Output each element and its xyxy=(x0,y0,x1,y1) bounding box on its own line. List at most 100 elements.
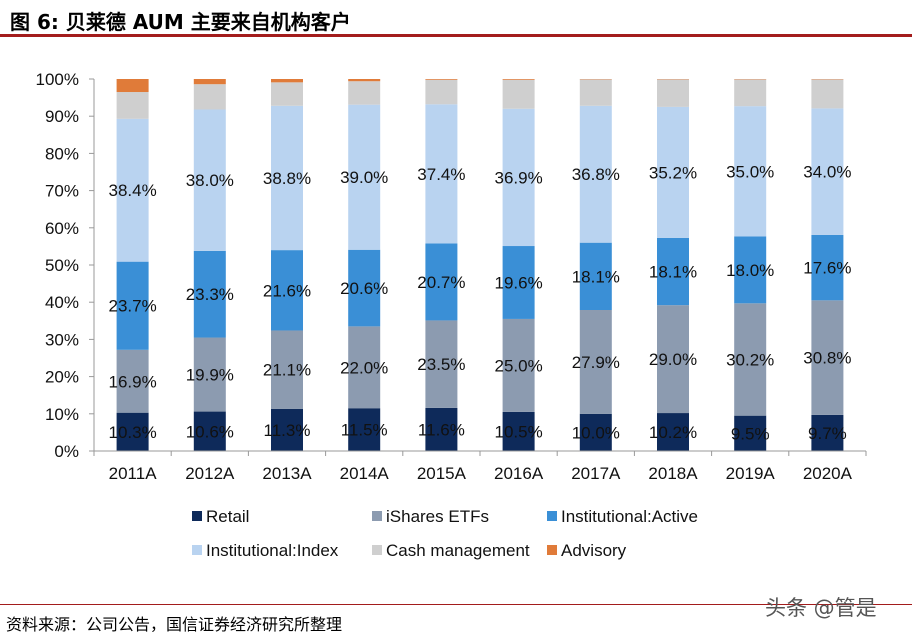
bar-segment-inst_active-2016A xyxy=(502,246,535,319)
data-label-inst_active-2018A: 18.1% xyxy=(649,263,697,282)
data-label-ishares-2017A: 27.9% xyxy=(572,353,620,372)
data-label-inst_active-2016A: 19.6% xyxy=(494,273,542,292)
bar-segment-retail-2013A xyxy=(271,408,303,451)
y-tick-label: 10% xyxy=(45,405,79,424)
y-tick-label: 80% xyxy=(45,144,79,163)
footer-rule xyxy=(0,604,912,605)
bar-segment-inst_active-2011A xyxy=(116,261,149,350)
watermark: 头条 @管是 xyxy=(765,596,877,620)
bar-segment-inst_active-2020A xyxy=(811,234,844,301)
legend: Retail iShares ETFs Institutional:Active In… xyxy=(192,507,698,560)
bar-segment-inst_active-2017A xyxy=(579,242,612,311)
bar-segment-retail-2015A xyxy=(425,407,458,451)
legend-swatch-advisory xyxy=(547,545,557,555)
bar-segment-ishares-2011A xyxy=(116,349,149,413)
bar-segment-inst_index-2012A xyxy=(193,109,226,251)
legend-swatch-inst_active xyxy=(547,511,557,521)
bar-segment-inst_active-2018A xyxy=(657,237,689,306)
bar-segment-inst_index-2018A xyxy=(657,106,689,238)
bar-segment-advisory-2016A xyxy=(502,79,535,80)
data-label-ishares-2016A: 25.0% xyxy=(494,356,542,375)
data-label-inst_index-2020A: 34.0% xyxy=(803,163,851,182)
bar-segment-ishares-2019A xyxy=(734,303,767,416)
data-label-inst_index-2017A: 36.8% xyxy=(572,165,620,184)
y-tick-label: 0% xyxy=(54,442,79,461)
bar-segment-retail-2017A xyxy=(579,413,612,451)
data-label-ishares-2015A: 23.5% xyxy=(417,355,465,374)
data-label-retail-2016A: 10.5% xyxy=(494,422,542,441)
bar-segment-ishares-2015A xyxy=(425,320,458,408)
figure-title: 图 6: 贝莱德 AUM 主要来自机构客户 xyxy=(10,10,351,34)
bar-segment-advisory-2012A xyxy=(193,79,226,85)
data-label-ishares-2020A: 30.8% xyxy=(803,349,851,368)
bar-segment-advisory-2015A xyxy=(425,79,458,80)
y-tick-label: 30% xyxy=(45,330,79,349)
bar-segment-retail-2011A xyxy=(116,412,149,451)
data-labels-layer: 10.3% 16.9% 23.7% 38.4% 10.6% 19.9% 23.3% 38.0%… xyxy=(108,162,851,443)
legend-swatch-inst_index xyxy=(192,545,202,555)
x-tick-label-2011A: 2011A xyxy=(109,464,158,483)
bar-segment-inst_active-2012A xyxy=(193,250,226,338)
bar-segment-ishares-2018A xyxy=(657,305,689,414)
bar-segment-advisory-2013A xyxy=(271,79,303,83)
bar-segment-advisory-2014A xyxy=(348,79,381,82)
bar-segment-retail-2012A xyxy=(193,411,226,451)
legend-label-ishares: iShares ETFs xyxy=(386,507,489,526)
data-label-inst_active-2019A: 18.0% xyxy=(726,261,774,280)
x-tick-label-2019A: 2019A xyxy=(726,464,776,483)
bar-segment-inst_index-2019A xyxy=(734,106,767,237)
bar-segment-retail-2016A xyxy=(502,411,535,451)
legend-swatch-retail xyxy=(192,511,202,521)
y-tick-label: 100% xyxy=(36,70,79,89)
data-label-ishares-2014A: 22.0% xyxy=(340,358,388,377)
bar-segment-inst_index-2015A xyxy=(425,104,458,244)
y-tick-label: 20% xyxy=(45,368,79,387)
bar-segment-inst_index-2011A xyxy=(116,118,149,262)
y-tick-label: 90% xyxy=(45,107,79,126)
data-label-retail-2014A: 11.5% xyxy=(341,421,388,440)
x-tick-label-2013A: 2013A xyxy=(262,464,312,483)
data-label-inst_active-2014A: 20.6% xyxy=(340,279,388,298)
data-label-inst_index-2019A: 35.0% xyxy=(726,162,774,181)
bar-segment-cash-2017A xyxy=(579,79,612,106)
data-label-inst_index-2012A: 38.0% xyxy=(186,171,234,190)
bar-segment-inst_active-2014A xyxy=(348,249,381,327)
source-note: 资料来源：公司公告，国信证券经济研究所整理 xyxy=(6,615,343,634)
x-tick-label-2018A: 2018A xyxy=(648,464,698,483)
legend-label-cash: Cash management xyxy=(386,541,530,560)
legend-label-inst_active: Institutional:Active xyxy=(561,507,698,526)
data-label-retail-2012A: 10.6% xyxy=(186,422,234,441)
bar-segment-inst_index-2013A xyxy=(271,105,303,251)
bar-segment-cash-2014A xyxy=(348,81,381,105)
bar-segment-ishares-2013A xyxy=(271,330,303,409)
bar-segment-inst_index-2016A xyxy=(502,108,535,247)
data-label-retail-2017A: 10.0% xyxy=(572,423,620,442)
bar-segment-inst_index-2014A xyxy=(348,104,381,250)
bar-segment-ishares-2020A xyxy=(811,300,844,415)
legend-swatch-ishares xyxy=(372,511,382,521)
title-rule xyxy=(0,34,912,37)
bar-segment-cash-2011A xyxy=(116,92,149,119)
data-label-retail-2013A: 11.3% xyxy=(264,421,311,440)
bar-segment-retail-2019A xyxy=(734,415,767,451)
x-tick-label-2015A: 2015A xyxy=(417,464,467,483)
axes-layer: 0% 10% 20% 30% 40% 50% 60% 70% 80% 90% 100% 2011A 20… xyxy=(36,70,867,483)
data-label-inst_active-2013A: 21.6% xyxy=(263,281,311,300)
data-label-ishares-2013A: 21.1% xyxy=(263,361,311,380)
x-tick-label-2020A: 2020A xyxy=(803,464,853,483)
bar-segment-cash-2016A xyxy=(502,79,535,109)
data-label-inst_active-2015A: 20.7% xyxy=(417,273,465,292)
bar-segment-inst_active-2019A xyxy=(734,236,767,304)
data-label-inst_active-2017A: 18.1% xyxy=(572,267,620,286)
bars-layer xyxy=(116,79,844,451)
data-label-retail-2015A: 11.6% xyxy=(418,420,465,439)
legend-label-advisory: Advisory xyxy=(561,541,627,560)
data-label-inst_index-2013A: 38.8% xyxy=(263,169,311,188)
legend-swatch-cash xyxy=(372,545,382,555)
bar-segment-ishares-2014A xyxy=(348,326,381,409)
bar-segment-inst_index-2020A xyxy=(811,108,844,235)
data-label-inst_index-2015A: 37.4% xyxy=(417,165,465,184)
legend-label-retail: Retail xyxy=(206,507,249,526)
bar-segment-cash-2019A xyxy=(734,79,767,107)
bar-segment-advisory-2011A xyxy=(116,79,149,93)
